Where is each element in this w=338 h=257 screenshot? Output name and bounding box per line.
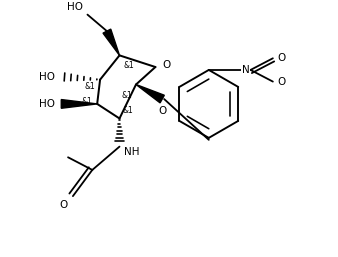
Text: &1: &1 bbox=[122, 106, 133, 115]
Text: O: O bbox=[162, 60, 170, 70]
Text: O: O bbox=[278, 77, 286, 87]
Text: &1: &1 bbox=[123, 61, 134, 70]
Text: &1: &1 bbox=[81, 97, 92, 106]
Text: HO: HO bbox=[67, 2, 82, 12]
Text: HO: HO bbox=[40, 72, 55, 82]
Text: N: N bbox=[242, 65, 249, 75]
Polygon shape bbox=[136, 85, 164, 103]
Text: HO: HO bbox=[40, 99, 55, 109]
Text: NH: NH bbox=[124, 147, 140, 157]
Text: &1: &1 bbox=[84, 81, 95, 90]
Polygon shape bbox=[61, 99, 97, 108]
Text: O: O bbox=[278, 53, 286, 63]
Polygon shape bbox=[103, 29, 120, 55]
Text: &1: &1 bbox=[121, 91, 132, 100]
Text: O: O bbox=[158, 106, 166, 116]
Text: O: O bbox=[60, 200, 68, 210]
